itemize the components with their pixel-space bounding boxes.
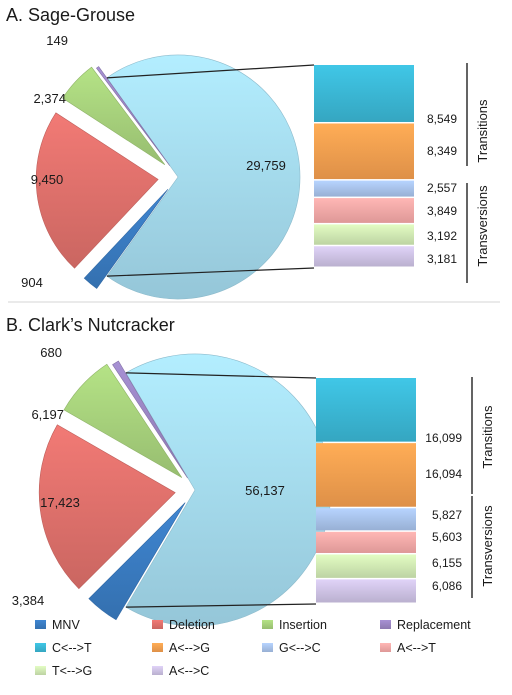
slice-label-deletion: 9,450 [31,172,64,187]
slice-label-snp: 29,759 [246,158,286,173]
legend-swatch [262,620,273,629]
bar-segment-tg [314,224,414,245]
bar-label-ac: 6,086 [432,579,462,593]
legend-label: Insertion [279,618,327,632]
bar-segment-tg [316,554,416,578]
legend: MNV Deletion Insertion Replacement C<-->T A<-… [35,618,471,678]
legend-swatch [35,643,46,652]
legend-swatch [380,620,391,629]
pie-slice-insertion [63,363,183,478]
slice-label-insertion: 6,197 [31,407,64,422]
group-label-transversions: Transversions [475,185,490,267]
connector-line-top [125,372,317,379]
legend-label: G<-->C [279,641,321,655]
group-label-transitions: Transitions [480,405,495,469]
slice-label-replacement: 680 [40,345,62,360]
pie-slice-snp [106,54,301,300]
group-label-transitions: Transitions [475,99,490,163]
pie-slice-deletion [35,112,159,269]
bar-segment-gc [316,508,416,531]
legend-swatch [152,666,163,675]
bar-label-gc: 2,557 [427,181,457,195]
panel-a-title: A. Sage-Grouse [6,5,135,25]
slice-label-mnv: 3,384 [12,593,45,608]
panel-b-title: B. Clark’s Nutcracker [6,315,175,335]
bar-segment-at [314,198,414,223]
bar-label-ct: 8,549 [427,112,457,126]
slice-label-snp: 56,137 [245,483,285,498]
legend-label: MNV [52,618,80,632]
slice-label-insertion: 2,374 [33,91,66,106]
pie-slice-mnv [83,189,169,289]
legend-label: A<-->C [169,664,209,678]
bar-segment-gc [314,180,414,197]
panel-a: 29,759 904 9,450 2,374 149 8,549 8,349 2,557 3,8… [21,33,490,300]
bar-segment-at [316,531,416,553]
bar-label-ag: 16,094 [425,467,462,481]
pie-slice-insertion [62,66,166,165]
legend-swatch [35,620,46,629]
pie-slice-replacement [96,66,170,166]
slice-label-replacement: 149 [46,33,68,48]
legend-label: Deletion [169,618,215,632]
connector-line-bottom [125,603,317,608]
bar-segment-ac [314,246,414,267]
bar-segment-ag [314,123,414,180]
group-label-transversions: Transversions [480,505,495,587]
pie-slice-replacement [112,360,188,479]
legend-swatch [380,643,391,652]
legend-swatch [152,620,163,629]
connector-line-bottom [106,267,315,277]
pie-slice-deletion [38,424,176,590]
legend-label: T<-->G [52,664,92,678]
bar-segment-ct [314,65,414,122]
legend-label: Replacement [397,618,471,632]
bar-label-tg: 3,192 [427,229,457,243]
slice-label-mnv: 904 [21,275,43,290]
bar-label-tg: 6,155 [432,556,462,570]
bar-label-ct: 16,099 [425,431,462,445]
connector-line-top [106,64,315,79]
legend-swatch [152,643,163,652]
bar-label-gc: 5,827 [432,508,462,522]
bar-segment-ct [316,378,416,442]
bar-label-ac: 3,181 [427,252,457,266]
pie-slice-mnv [88,502,186,621]
bar-segment-ac [316,579,416,603]
panel-b: 56,137 3,384 17,423 6,197 680 16,099 16,094 5,8… [12,345,495,627]
legend-label: C<-->T [52,641,92,655]
bar-segment-ag [316,443,416,507]
bar-label-at: 5,603 [432,530,462,544]
legend-swatch [262,643,273,652]
slice-label-deletion: 17,423 [40,495,80,510]
bar-label-at: 3,849 [427,204,457,218]
bar-label-ag: 8,349 [427,144,457,158]
legend-label: A<-->G [169,641,210,655]
legend-swatch [35,666,46,675]
legend-label: A<-->T [397,641,436,655]
